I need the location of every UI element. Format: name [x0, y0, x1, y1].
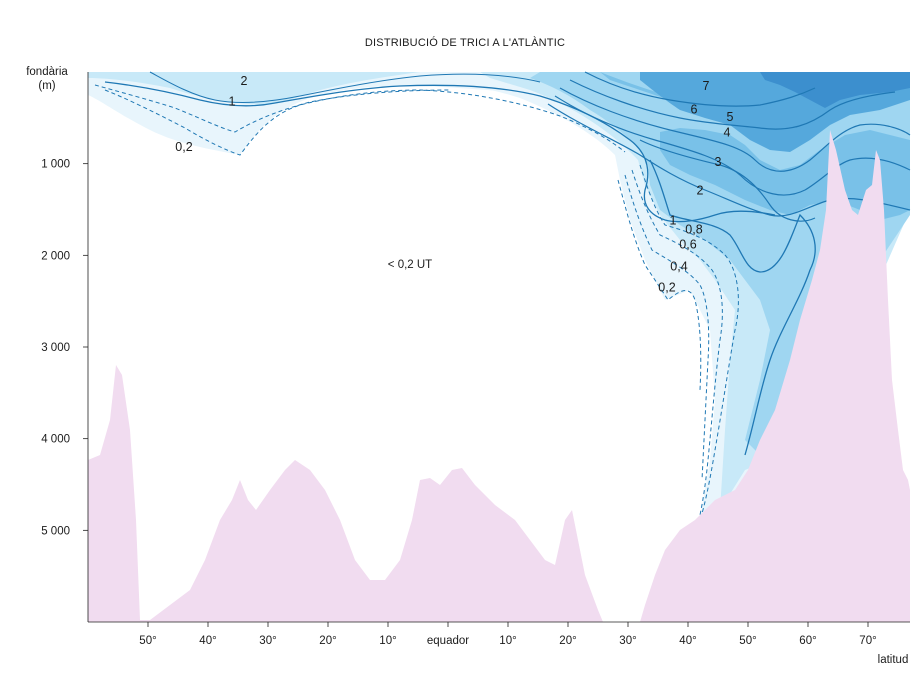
contour-0-4-south — [94, 84, 451, 133]
contour-0-2-north — [617, 179, 702, 391]
contour-label: 0,4 — [670, 259, 687, 273]
contour-label: 4 — [724, 126, 731, 140]
contour-1-south — [104, 81, 776, 223]
y-tick-label: 1 000 — [41, 159, 70, 171]
contour-7 — [584, 71, 816, 107]
x-tick-label: 30° — [619, 635, 636, 647]
contour-label: 7 — [703, 79, 710, 93]
contour-label: 0,2 — [175, 140, 192, 154]
x-axis: 50° 40° 30° 20° 10° equador 10° 20° 30° 40° 50° 60°… — [139, 622, 877, 647]
y-tick-label: 3 000 — [41, 342, 70, 354]
contour-lines — [94, 71, 911, 521]
x-tick-label: 50° — [139, 635, 156, 647]
contour-1-north — [649, 159, 816, 456]
chart-title: DISTRIBUCIÓ DE TRICI A L'ATLÀNTIC — [365, 36, 565, 49]
y-axis-label-line2: (m) — [38, 80, 55, 92]
contour-5 — [559, 87, 911, 172]
contour-label: 3 — [715, 155, 722, 169]
y-tick-label: 5 000 — [41, 525, 70, 537]
band-surface-1 — [88, 72, 420, 105]
x-tick-label: 40° — [679, 635, 696, 647]
contour-0-4 — [624, 174, 710, 481]
x-tick-label: 30° — [259, 635, 276, 647]
x-tick-label: 40° — [199, 635, 216, 647]
y-axis-label-line1: fondària — [26, 66, 68, 78]
x-tick-label: 10° — [499, 635, 516, 647]
contour-2-north — [639, 139, 816, 222]
x-tick-label: 10° — [379, 635, 396, 647]
background-label: < 0,2 UT — [388, 259, 432, 271]
contour-label: 1 — [229, 94, 236, 108]
y-tick-label: 4 000 — [41, 434, 70, 446]
contour-label: 5 — [727, 110, 734, 124]
y-tick-label: 2 000 — [41, 250, 70, 262]
contour-0-8 — [639, 164, 739, 521]
band-north-7 — [760, 72, 910, 108]
contour-label: 0,2 — [658, 280, 675, 294]
x-tick-label: 60° — [799, 635, 816, 647]
contour-0-6 — [631, 169, 723, 516]
contour-6 — [569, 79, 896, 130]
contour-label: 0,8 — [685, 223, 702, 237]
contour-label: 0,6 — [679, 237, 696, 251]
x-tick-label: 20° — [559, 635, 576, 647]
y-axis: 1 000 2 000 3 000 4 000 5 000 — [41, 159, 88, 537]
contour-label: 2 — [241, 74, 248, 88]
contour-label: 6 — [691, 103, 698, 117]
x-tick-label: equador — [427, 635, 469, 647]
x-tick-label: 70° — [859, 635, 876, 647]
contour-label: 1 — [670, 214, 677, 228]
contour-2-south — [149, 71, 541, 103]
x-axis-label: latitud — [878, 654, 909, 666]
contour-label: 2 — [697, 183, 704, 197]
contour-0-2-south — [104, 89, 626, 156]
x-tick-label: 50° — [739, 635, 756, 647]
sea-floor — [88, 130, 910, 622]
x-tick-label: 20° — [319, 635, 336, 647]
